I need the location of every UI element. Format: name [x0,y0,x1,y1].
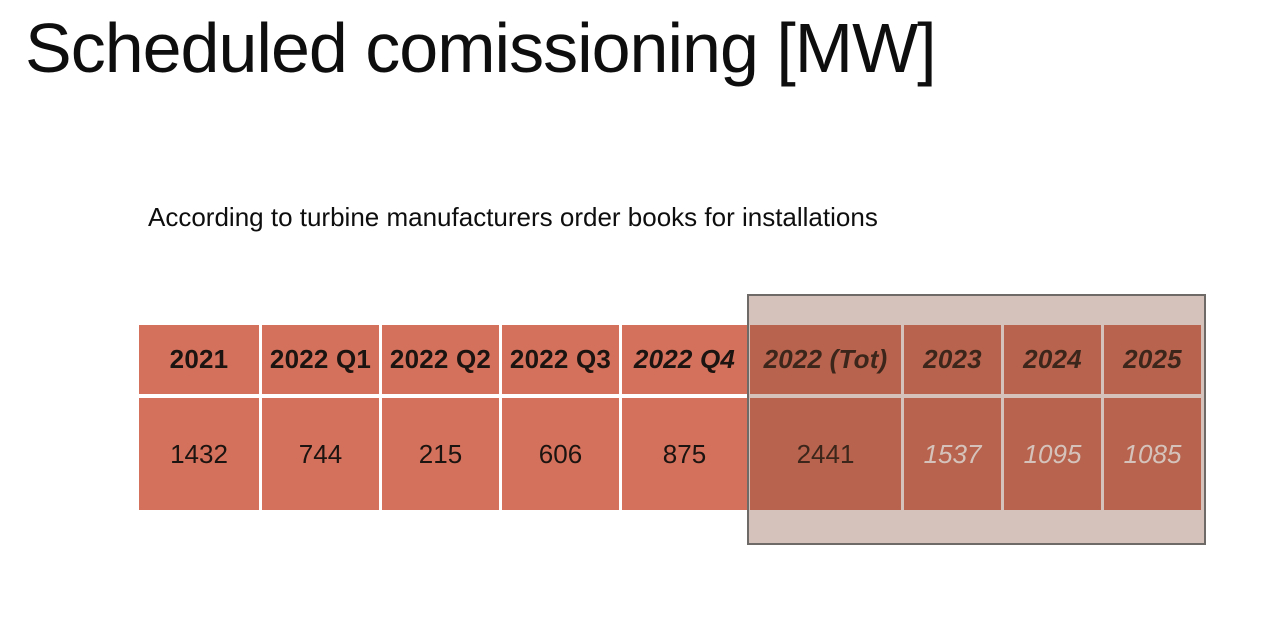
header-cell-3: 2022 Q2 [379,325,499,394]
header-cell-5: 2022 Q4 [619,325,747,394]
slide-subtitle: According to turbine manufacturers order… [148,202,878,232]
value-cell-9: 1085 [1101,394,1201,510]
commissioning-table: 2021 2022 Q1 2022 Q2 2022 Q3 2022 Q4 2022 (To… [139,325,1201,510]
header-cell-8: 2024 [1001,325,1101,394]
header-cell-7: 2023 [901,325,1001,394]
value-cell-4: 606 [499,394,619,510]
value-cell-1: 1432 [139,394,259,510]
header-cell-9: 2025 [1101,325,1201,394]
value-cell-5: 875 [619,394,747,510]
value-cell-2: 744 [259,394,379,510]
header-cell-4: 2022 Q3 [499,325,619,394]
value-cell-6: 2441 [747,394,901,510]
forecast-highlight-box [747,294,1206,545]
header-cell-6: 2022 (Tot) [747,325,901,394]
value-cell-7: 1537 [901,394,1001,510]
value-cell-8: 1095 [1001,394,1101,510]
value-cell-3: 215 [379,394,499,510]
header-cell-1: 2021 [139,325,259,394]
slide-title: Scheduled comissioning [MW] [25,9,937,87]
header-cell-2: 2022 Q1 [259,325,379,394]
